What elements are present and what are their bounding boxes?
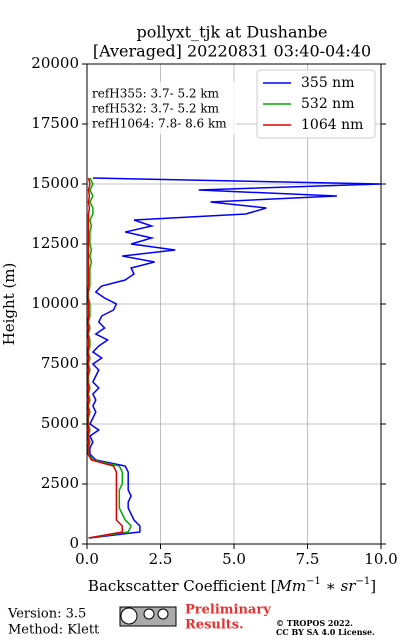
y-tick-label: 10000: [31, 294, 79, 312]
annotation: refH532: 3.7- 5.2 km: [92, 102, 220, 116]
x-tick-label: 7.5: [296, 550, 320, 568]
copyright: © TROPOS 2022.: [276, 618, 353, 628]
legend-label: 355 nm: [301, 75, 354, 91]
x-tick-label: 10.0: [364, 550, 397, 568]
legend: 355 nm 532 nm 1064 nm: [256, 69, 376, 139]
y-tick-label: 2500: [41, 474, 79, 492]
copyright: CC BY SA 4.0 License.: [276, 627, 375, 637]
legend-box: [256, 69, 376, 139]
plot-frame: [86, 63, 382, 545]
y-tick-label: 20000: [31, 54, 79, 72]
annotation: refH1064: 7.8- 8.6 km: [92, 117, 227, 131]
profile-line: [87, 177, 124, 539]
legend-label: 1064 nm: [301, 117, 363, 133]
x-axis-label-part: ]: [370, 577, 376, 595]
y-tick-label: 15000: [31, 174, 79, 192]
y-tick-label: 17500: [31, 114, 79, 132]
y-tick-label: 7500: [41, 354, 79, 372]
annotation-box: [89, 82, 237, 134]
x-tick-label: 2.5: [149, 550, 173, 568]
plot-lines: [87, 177, 381, 539]
version: Version: 3.5: [7, 607, 86, 622]
x-axis-label-part: −1: [355, 576, 370, 587]
y-axis-label: Height (m): [0, 263, 18, 346]
x-axis-label-part: −1: [306, 576, 321, 587]
chart-title: [Averaged] 20220831 03:40-04:40: [93, 42, 371, 61]
profile-line: [87, 177, 133, 539]
profile-line: [88, 177, 381, 539]
cc-icon: [119, 606, 177, 627]
x-axis-label-part: ∗ sr: [321, 577, 356, 595]
y-tick-label: 5000: [41, 414, 79, 432]
x-tick-label: 5.0: [222, 550, 246, 568]
method: Method: Klett: [8, 623, 100, 638]
annotation: refH355: 3.7- 5.2 km: [92, 87, 220, 101]
x-axis-label-part: Backscatter Coefficient [: [88, 577, 277, 595]
y-tick-label: 0: [69, 534, 79, 552]
x-tick-label: 0.0: [75, 550, 99, 568]
preliminary: Results.: [185, 618, 244, 633]
preliminary: Preliminary: [185, 603, 271, 618]
x-axis-label-part: Mm: [276, 577, 307, 595]
legend-label: 532 nm: [301, 96, 354, 112]
x-axis-label: Backscatter Coefficient [Mm−1 ∗ sr−1]: [88, 576, 376, 596]
chart-title: pollyxt_tjk at Dushanbe: [136, 23, 327, 42]
y-tick-label: 12500: [31, 234, 79, 252]
